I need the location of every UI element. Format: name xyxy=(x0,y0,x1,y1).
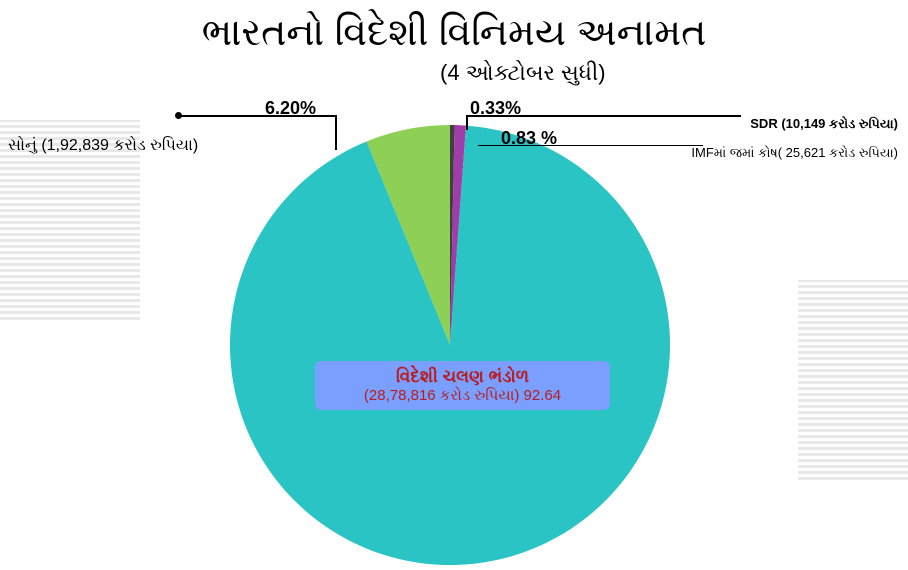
chart-subtitle: (4 ઓક્ટોબર સુધી) xyxy=(440,60,606,86)
sdr-percent-label: 0.33% xyxy=(470,98,521,119)
gold-desc: સોનું (1,92,839 કરોડ રુપિયા) xyxy=(8,137,198,155)
imf-desc: IMFમાં જમાં કોષ( 25,621 કરોડ રુપિયા) xyxy=(691,145,898,161)
background-stripes-right xyxy=(798,280,908,480)
imf-percent-label: 0.83 % xyxy=(501,128,557,149)
chart-title: ભારતનો વિદેશી વિનિમય અનામત xyxy=(0,12,908,55)
main-slice-badge: વિદેશી ચલણ ભંડોળ (28,78,816 કરોડ રુપિયા)… xyxy=(315,361,610,410)
badge-amount: (28,78,816 કરોડ રુપિયા) 92.64 xyxy=(325,387,600,404)
sdr-desc: SDR (10,149 કરોડ રુપિયા) xyxy=(750,116,898,132)
pie-chart xyxy=(230,125,670,565)
badge-title: વિદેશી ચલણ ભંડોળ xyxy=(325,367,600,387)
leader-line xyxy=(466,115,468,130)
gold-percent-label: 6.20% xyxy=(265,98,316,119)
leader-dot xyxy=(175,112,182,119)
leader-line xyxy=(335,115,337,150)
